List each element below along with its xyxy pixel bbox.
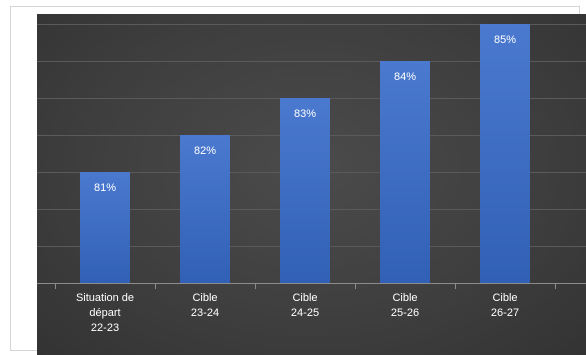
bar-chart: 81% 82% 83% 84% 85% Situation de départ 22-23 C… [37, 24, 586, 334]
category-label-line: départ [89, 307, 120, 319]
category-label-line: Cible [192, 292, 217, 304]
category-label-line: 23-24 [191, 307, 219, 319]
category-label: Cible 26-27 [491, 292, 519, 319]
bar-value-label: 83% [294, 108, 316, 120]
bar-value-label: 82% [194, 145, 216, 157]
category-label: Cible 24-25 [291, 292, 319, 319]
bars: 81% 82% 83% 84% 85% [80, 24, 530, 283]
x-axis [37, 283, 586, 289]
category-label-line: Cible [392, 292, 417, 304]
category-label: Situation de départ 22-23 [76, 292, 134, 334]
bar [80, 172, 130, 283]
bar [180, 135, 230, 283]
category-label-line: Cible [492, 292, 517, 304]
category-label-line: Situation de [76, 292, 134, 304]
category-labels: Situation de départ 22-23 Cible 23-24 Cible 24… [76, 292, 519, 334]
category-label: Cible 23-24 [191, 292, 219, 319]
category-label-line: Cible [292, 292, 317, 304]
bar-value-label: 85% [494, 34, 516, 46]
category-label-line: 22-23 [91, 322, 119, 334]
category-label-line: 24-25 [291, 307, 319, 319]
chart-plot-area: 81% 82% 83% 84% 85% Situation de départ 22-23 C… [37, 14, 586, 355]
category-label-line: 26-27 [491, 307, 519, 319]
category-label: Cible 25-26 [391, 292, 419, 319]
bar-value-label: 84% [394, 71, 416, 83]
category-label-line: 25-26 [391, 307, 419, 319]
bar [280, 98, 330, 283]
bar [480, 24, 530, 283]
bar-value-label: 81% [94, 182, 116, 194]
bar [380, 61, 430, 283]
